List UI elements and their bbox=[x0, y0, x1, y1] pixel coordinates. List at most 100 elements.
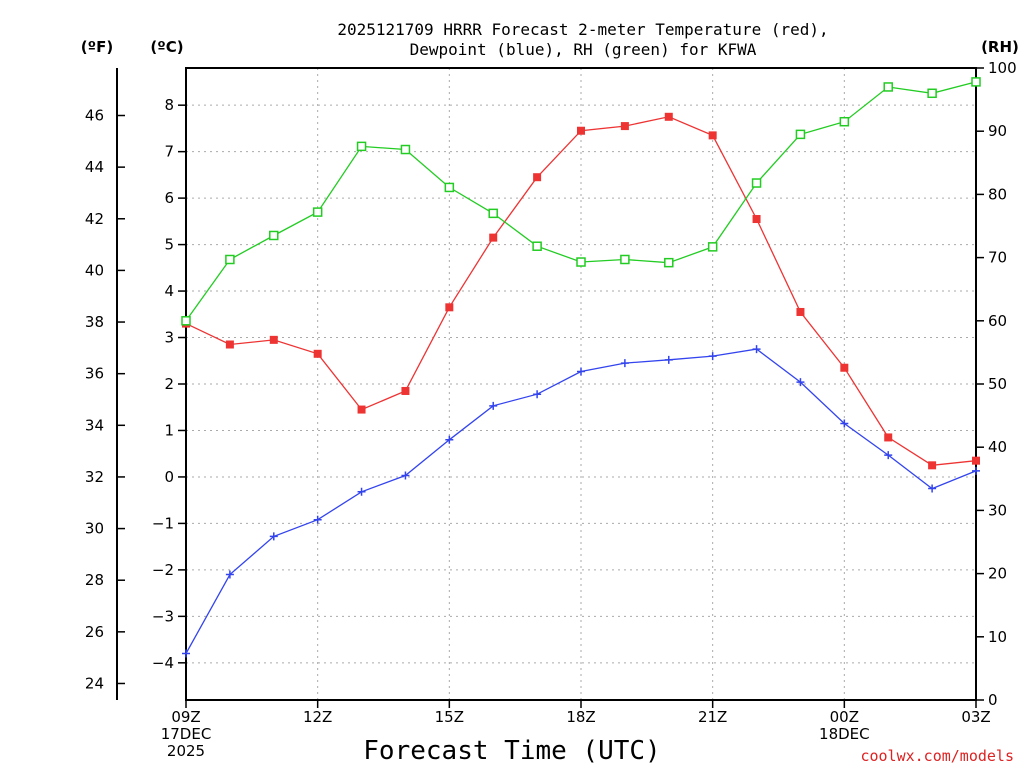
dewpoint-point bbox=[313, 515, 322, 524]
fahrenheit-tick-label: 38 bbox=[85, 313, 104, 331]
credit-text: coolwx.com/models bbox=[860, 747, 1014, 765]
x-tick-label: 00Z bbox=[830, 708, 859, 726]
rh-point bbox=[532, 241, 542, 251]
temperature-point bbox=[577, 126, 585, 135]
dewpoint-point bbox=[269, 532, 278, 541]
temperature-point bbox=[445, 303, 454, 312]
fahrenheit-unit-label: (ºF) bbox=[81, 38, 113, 56]
celsius-unit-label: (ºC) bbox=[150, 38, 183, 56]
fahrenheit-tick-label: 28 bbox=[85, 571, 104, 589]
celsius-tick-label: 8 bbox=[164, 96, 174, 114]
axes: −4−3−2−101234567824262830323436384042444… bbox=[85, 59, 1017, 760]
rh-tick-label: 0 bbox=[988, 691, 998, 709]
rh-point bbox=[795, 129, 806, 140]
rh-tick-label: 10 bbox=[988, 628, 1007, 646]
fahrenheit-tick-label: 32 bbox=[85, 468, 104, 486]
temperature-point bbox=[401, 386, 410, 395]
x-tick-label: 15Z bbox=[435, 708, 464, 726]
x-tick-label: 2025 bbox=[167, 742, 205, 760]
x-tick-label: 18Z bbox=[566, 708, 595, 726]
celsius-tick-label: 2 bbox=[164, 375, 174, 393]
celsius-tick-label: 4 bbox=[164, 282, 174, 300]
dewpoint-point bbox=[928, 484, 937, 493]
fahrenheit-tick-label: 24 bbox=[85, 674, 104, 692]
celsius-tick-label: 1 bbox=[164, 421, 174, 439]
celsius-tick-label: 6 bbox=[164, 189, 174, 207]
temperature-point bbox=[489, 233, 498, 242]
x-tick-label: 18DEC bbox=[819, 725, 870, 743]
chart-title-line-2: Dewpoint (blue), RH (green) for KFWA bbox=[410, 40, 757, 59]
fahrenheit-tick-label: 36 bbox=[85, 365, 104, 383]
temperature-point bbox=[533, 173, 542, 182]
rh-tick-label: 100 bbox=[988, 59, 1017, 77]
fahrenheit-tick-label: 34 bbox=[85, 416, 104, 434]
fahrenheit-tick-label: 30 bbox=[85, 520, 104, 538]
dewpoint-point bbox=[972, 466, 980, 475]
x-tick-label: 03Z bbox=[961, 708, 990, 726]
dewpoint-point bbox=[489, 401, 498, 410]
rh-tick-label: 40 bbox=[988, 438, 1007, 456]
rh-point bbox=[971, 77, 981, 87]
dewpoint-point bbox=[533, 390, 542, 399]
celsius-tick-label: −2 bbox=[152, 561, 174, 579]
temperature-point bbox=[708, 131, 717, 140]
rh-point bbox=[312, 207, 323, 217]
rh-tick-label: 20 bbox=[988, 565, 1007, 583]
dewpoint-point bbox=[401, 471, 410, 480]
temperature-point bbox=[357, 405, 366, 414]
rh-tick-label: 90 bbox=[988, 122, 1007, 140]
rh-point bbox=[225, 254, 235, 265]
celsius-tick-label: 5 bbox=[164, 236, 174, 254]
plot-area-frame bbox=[185, 67, 977, 701]
rh-point bbox=[576, 257, 586, 267]
dewpoint-point bbox=[708, 352, 717, 361]
rh-point bbox=[927, 88, 937, 99]
rh-point bbox=[751, 178, 762, 188]
temperature-point bbox=[620, 122, 629, 131]
temperature-point bbox=[225, 340, 234, 349]
series-layer bbox=[181, 77, 981, 658]
dewpoint-point bbox=[445, 435, 454, 444]
rh-point bbox=[181, 316, 191, 326]
temperature-point bbox=[796, 307, 805, 316]
dewpoint-point bbox=[225, 570, 234, 579]
fahrenheit-tick-label: 44 bbox=[85, 158, 104, 176]
rh-unit-label: (RH) bbox=[981, 38, 1019, 56]
celsius-tick-label: −4 bbox=[152, 654, 174, 672]
rh-point bbox=[269, 230, 279, 241]
temperature-point bbox=[664, 112, 673, 121]
rh-tick-label: 70 bbox=[988, 249, 1007, 267]
rh-point bbox=[664, 257, 674, 268]
temperature-point bbox=[972, 456, 980, 465]
temperature-point bbox=[752, 215, 761, 224]
x-tick-label: 21Z bbox=[698, 708, 727, 726]
rh-point bbox=[883, 82, 893, 92]
rh-point bbox=[356, 141, 367, 152]
rh-point bbox=[488, 208, 498, 219]
celsius-tick-label: −1 bbox=[152, 514, 174, 532]
fahrenheit-tick-label: 46 bbox=[85, 107, 104, 125]
rh-tick-label: 80 bbox=[988, 185, 1007, 203]
celsius-tick-label: 7 bbox=[164, 143, 174, 161]
dewpoint-point bbox=[357, 487, 366, 496]
chart-title-line-1: 2025121709 HRRR Forecast 2-meter Tempera… bbox=[337, 20, 828, 39]
temperature-point bbox=[269, 335, 278, 344]
fahrenheit-tick-label: 26 bbox=[85, 623, 104, 641]
rh-tick-label: 60 bbox=[988, 312, 1007, 330]
temperature-point bbox=[928, 461, 937, 470]
dewpoint-point bbox=[182, 649, 190, 658]
rh-tick-label: 30 bbox=[988, 501, 1007, 519]
celsius-tick-label: −3 bbox=[152, 607, 174, 625]
x-tick-label: 12Z bbox=[303, 708, 332, 726]
dewpoint-point bbox=[620, 359, 629, 368]
rh-point bbox=[400, 144, 411, 155]
rh-point bbox=[707, 242, 718, 252]
temperature-point bbox=[884, 433, 893, 442]
dewpoint-point bbox=[796, 378, 805, 387]
temperature-point bbox=[840, 363, 849, 372]
x-axis-title: Forecast Time (UTC) bbox=[363, 736, 660, 766]
gridlines bbox=[186, 68, 976, 700]
rh-point bbox=[839, 116, 850, 127]
dewpoint-point bbox=[577, 367, 585, 376]
